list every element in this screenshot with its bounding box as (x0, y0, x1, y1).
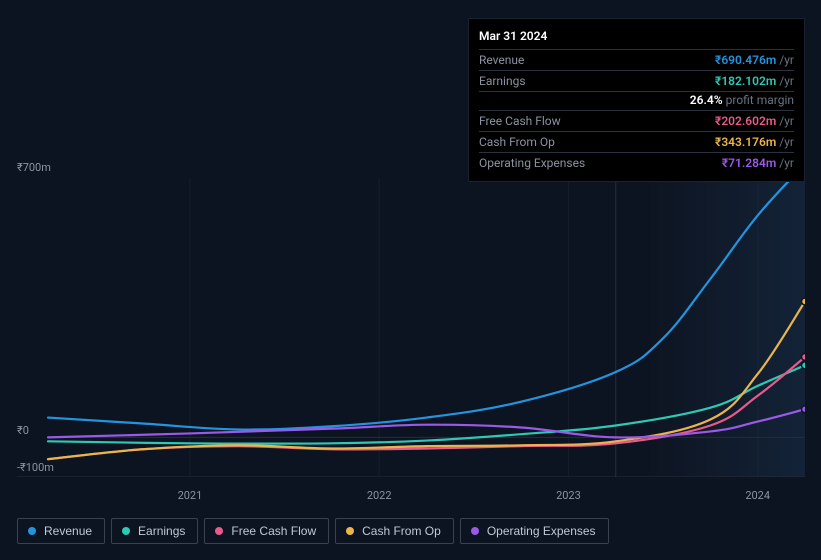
legend-item-label: Revenue (44, 524, 92, 538)
legend-dot-icon (122, 527, 130, 535)
series-endpoint-earnings (802, 362, 806, 369)
legend-dot-icon (346, 527, 354, 535)
legend-item-earnings[interactable]: Earnings (111, 518, 198, 544)
tooltip-row-earnings: Earnings ₹182.102m/yr (479, 71, 794, 92)
x-axis-label: 2023 (556, 489, 581, 502)
series-endpoint-opex (802, 406, 806, 413)
tooltip-row-label: Revenue (479, 53, 524, 67)
tooltip-row-opex: Operating Expenses ₹71.284m/yr (479, 153, 794, 173)
legend-item-opex[interactable]: Operating Expenses (460, 518, 609, 544)
tooltip-row-value: ₹202.602m/yr (715, 114, 794, 128)
series-endpoint-fcf (802, 353, 806, 360)
legend-item-label: Earnings (138, 524, 185, 538)
legend-item-label: Operating Expenses (487, 524, 596, 538)
legend-item-label: Free Cash Flow (231, 524, 316, 538)
x-axis-label: 2021 (178, 489, 203, 502)
chart-plot-area[interactable] (17, 160, 805, 477)
x-axis-label: 2022 (367, 489, 392, 502)
tooltip-row-fcf: Free Cash Flow ₹202.602m/yr (479, 111, 794, 132)
chart-svg (17, 160, 805, 477)
chart-legend: Revenue Earnings Free Cash Flow Cash From O… (17, 518, 609, 544)
tooltip-row-value: ₹690.476m/yr (715, 53, 794, 67)
tooltip-row-earnings-sub: .26.4%profit margin (479, 92, 794, 111)
legend-item-label: Cash From Op (362, 524, 441, 538)
legend-dot-icon (28, 527, 36, 535)
tooltip-row-value: ₹182.102m/yr (715, 74, 794, 88)
legend-item-fcf[interactable]: Free Cash Flow (204, 518, 329, 544)
tooltip-row-label: Operating Expenses (479, 156, 585, 170)
tooltip-date: Mar 31 2024 (479, 25, 794, 50)
tooltip-row-revenue: Revenue ₹690.476m/yr (479, 50, 794, 71)
x-axis-label: 2024 (745, 489, 770, 502)
financials-chart-container: Mar 31 2024 Revenue ₹690.476m/yr Earnings ₹… (0, 0, 821, 560)
tooltip-row-label: Earnings (479, 74, 526, 88)
series-endpoint-cfo (802, 298, 806, 305)
legend-dot-icon (215, 527, 223, 535)
tooltip-row-cfo: Cash From Op ₹343.176m/yr (479, 132, 794, 153)
tooltip-row-value: ₹343.176m/yr (715, 135, 794, 149)
legend-dot-icon (471, 527, 479, 535)
tooltip-row-label: Cash From Op (479, 135, 555, 149)
tooltip-row-value: ₹71.284m/yr (722, 156, 794, 170)
legend-item-revenue[interactable]: Revenue (17, 518, 105, 544)
legend-item-cfo[interactable]: Cash From Op (335, 518, 454, 544)
chart-tooltip: Mar 31 2024 Revenue ₹690.476m/yr Earnings ₹… (468, 18, 805, 182)
tooltip-row-label: Free Cash Flow (479, 114, 561, 128)
